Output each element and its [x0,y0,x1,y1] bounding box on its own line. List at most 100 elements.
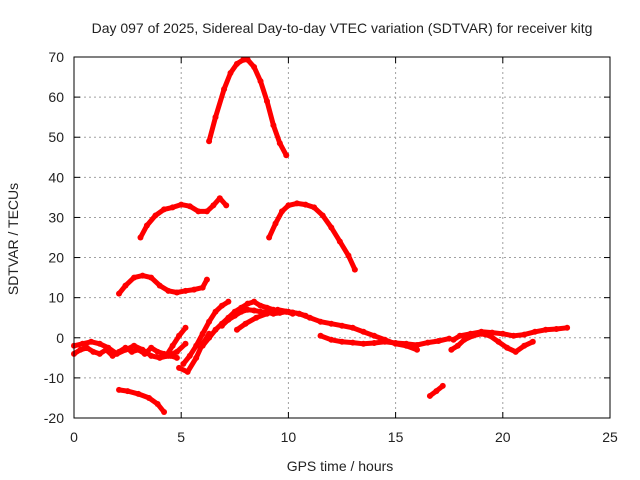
series-arc-peak-33 [137,195,230,241]
data-point [336,238,343,245]
data-point [206,334,213,341]
data-point [139,272,146,279]
data-point [206,138,213,145]
data-point [193,342,200,349]
data-point [193,354,200,361]
data-point [274,306,281,313]
data-point [152,212,159,219]
data-point [90,348,97,355]
data-point [285,308,292,315]
data-point [225,298,232,305]
data-point [148,274,155,281]
data-point [351,266,358,273]
data-point [218,322,225,329]
data-point [199,284,206,291]
data-point [244,306,251,313]
data-point [169,204,176,211]
data-point [266,234,273,241]
data-point [253,314,260,321]
data-point [495,338,502,345]
y-tick-label: 70 [48,49,64,65]
data-point [96,350,103,357]
data-point [244,56,251,63]
data-point [148,352,155,359]
data-point [124,388,131,395]
data-point [276,140,283,147]
data-point [302,201,309,208]
data-point [328,224,335,231]
data-point [154,400,161,407]
data-point [414,341,421,348]
data-point [521,342,528,349]
plot-frame [73,56,611,419]
data-point [238,308,245,315]
chart-title: Day 097 of 2025, Sidereal Day-to-day VTE… [92,20,593,36]
data-point [296,310,303,317]
data-point [360,340,367,347]
data-point [263,304,270,311]
data-point [96,340,103,347]
x-tick-label: 25 [602,429,618,445]
data-point [521,331,528,338]
data-point [203,276,210,283]
data-point [233,326,240,333]
data-point [414,346,421,353]
data-point [212,114,219,121]
y-tick-label: 50 [48,129,64,145]
data-point [131,342,138,349]
data-point [176,364,183,371]
data-point [349,339,356,346]
data-point [345,252,352,259]
series-arc-low [116,386,168,415]
data-point [116,386,123,393]
data-point [173,348,180,355]
data-point [156,354,163,361]
data-point [218,302,225,309]
data-point [116,290,123,297]
data-point [283,152,290,159]
series-band-late-2 [448,330,536,355]
data-point [349,324,356,331]
data-point [293,200,300,207]
y-tick-label: 20 [48,250,64,266]
data-point [504,344,511,351]
x-tick-label: 0 [70,429,78,445]
data-point [328,320,335,327]
x-tick-label: 15 [388,429,404,445]
series-band-late [450,324,571,343]
tick-layer: 0 5 10 15 20 25 -20 -10 0 10 20 30 40 50 60 70 [44,49,618,445]
data-point [486,332,493,339]
data-point [146,394,153,401]
data-point [178,201,185,208]
y-tick-label: 0 [56,330,64,346]
data-point [128,348,135,355]
data-point [392,339,399,346]
data-point [424,339,431,346]
data-point [317,332,324,339]
data-point [529,338,536,345]
data-point [156,282,163,289]
data-point [176,332,183,339]
data-point [435,337,442,344]
data-point [186,203,193,210]
y-tick-label: 60 [48,89,64,105]
series-decline [233,306,421,353]
x-axis-label: GPS time / hours [287,458,394,474]
y-tick-label: -20 [44,410,64,426]
data-point [173,354,180,361]
data-point [553,325,560,332]
data-point [206,318,213,325]
data-point [79,340,86,347]
y-tick-label: 40 [48,169,64,185]
grid-layer [74,57,610,418]
data-point [339,338,345,345]
data-point [154,348,161,355]
data-point [433,388,440,395]
data-point [317,318,324,325]
data-point [212,326,219,333]
data-point [225,316,232,323]
data-point [499,330,506,337]
x-tick-label: 5 [177,429,185,445]
data-point [165,287,172,294]
